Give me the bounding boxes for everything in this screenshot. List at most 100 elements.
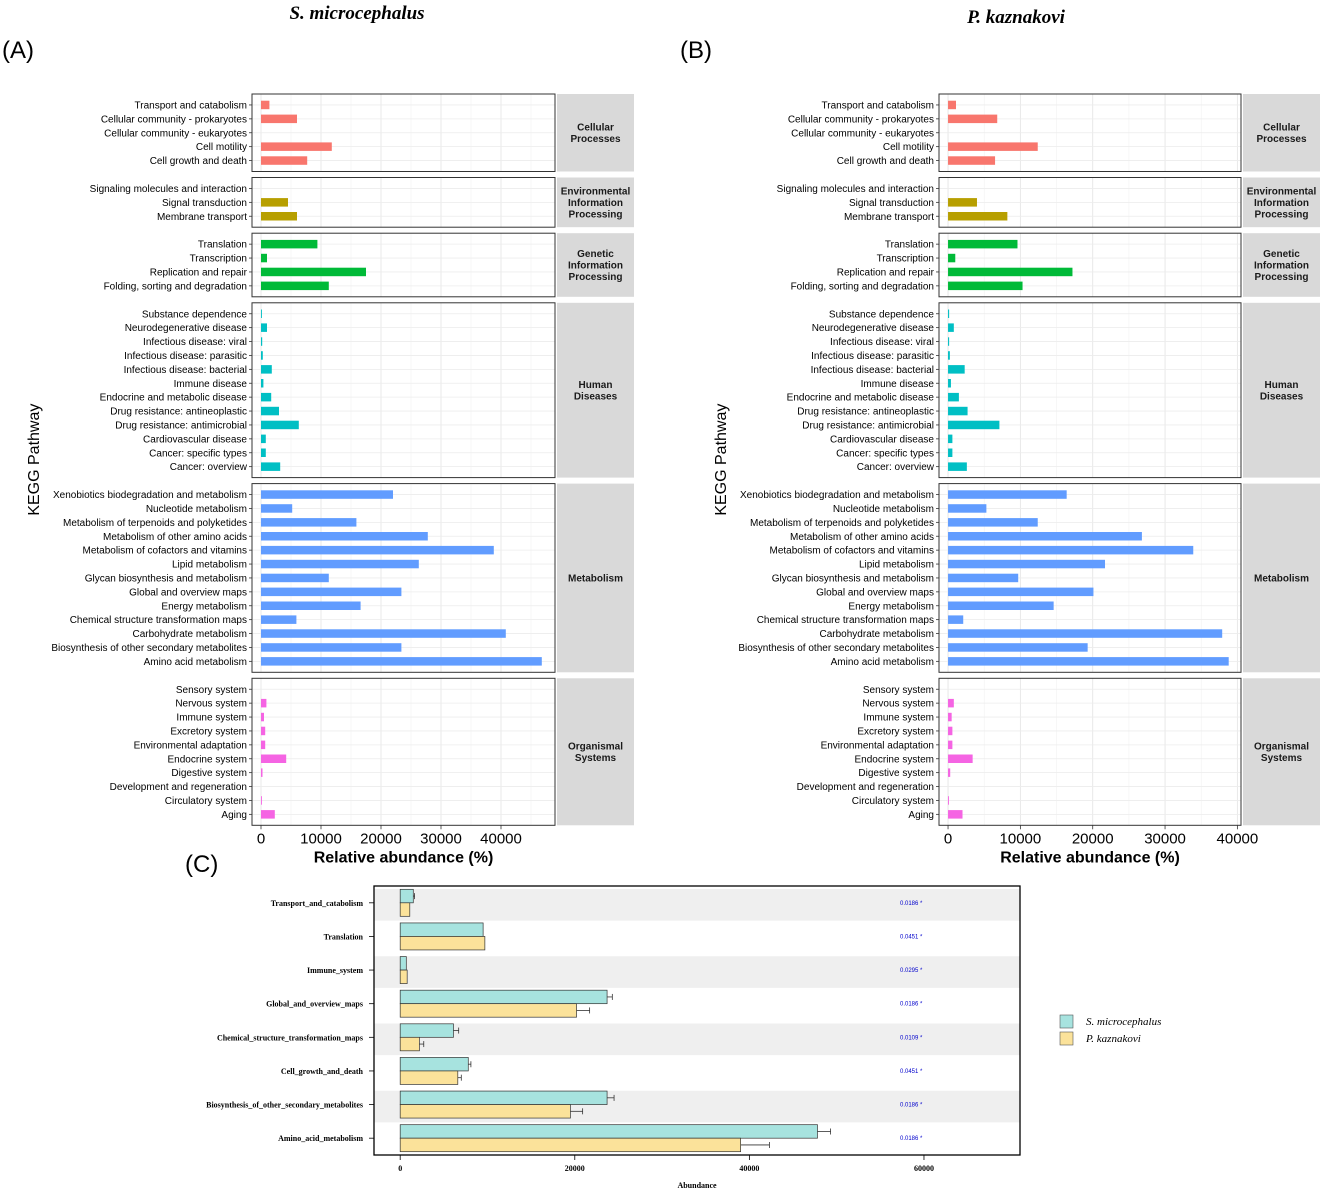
bar-environmental-adaptation (948, 740, 953, 750)
category-label: Metabolism of cofactors and vitamins (769, 546, 934, 557)
bar-infectious-disease-parasitic (261, 351, 263, 360)
category-label: Signal transduction (849, 198, 934, 209)
category-label: Amino acid metabolism (831, 657, 934, 668)
category-label: Development and regeneration (797, 782, 934, 793)
facet-metabolism: Xenobiotics biodegradation and metabolis… (738, 483, 1320, 673)
category-label: Cellular community - prokaryotes (101, 114, 247, 125)
x-tick-label: 40000 (739, 1164, 759, 1173)
category-label: Development and regeneration (110, 782, 247, 793)
panel-b-title: P. kaznakovi (966, 7, 1066, 28)
bar-infectious-disease-bacterial (261, 365, 272, 374)
bar-immune-system (948, 712, 952, 722)
facet-strip-label: Diseases (1260, 391, 1304, 402)
x-tick-label: 40000 (480, 830, 522, 847)
p-value-label: 0.0109 * (900, 1035, 923, 1041)
category-label: Metabolism of cofactors and vitamins (82, 546, 247, 557)
bar-endocrine-and-metabolic-disease (261, 392, 272, 402)
bar-cancer-overview (261, 462, 281, 471)
facet-strip-label: Human (579, 380, 613, 391)
category-label: Nervous system (175, 699, 247, 710)
x-tick-label: 0 (944, 830, 952, 847)
category-label: Cancer: specific types (836, 448, 934, 459)
facet-strip-label: Processing (569, 272, 623, 283)
row-cell-growth-and-death: Cell_growth_and_death 0.0451 * (281, 1057, 923, 1085)
facet-strip-label: Environmental (561, 186, 631, 197)
bar-neurodegenerative-disease (948, 323, 954, 332)
facet-strip (557, 233, 634, 297)
category-label: Immune_system (307, 966, 363, 975)
category-label: Infectious disease: viral (143, 337, 247, 348)
panel-a-chart: Transport and catabolism Cellular communi… (26, 93, 634, 866)
bar-transcription (261, 253, 267, 263)
legend: S. microcephalus P. kaznakovi (1059, 1014, 1161, 1046)
facet-background (252, 678, 555, 826)
category-label: Immune system (176, 713, 247, 724)
bar-folding-sorting-and-degradation (261, 281, 329, 291)
bar-drug-resistance-antimicrobial (948, 420, 1000, 430)
facet-strip-label: Environmental (1247, 186, 1317, 197)
row-amino-acid-metabolism: Amino_acid_metabolism 0.0186 * (278, 1124, 923, 1153)
bar-membrane-transport (261, 212, 297, 221)
category-label: Lipid metabolism (172, 560, 247, 571)
panel-c-chart: Transport_and_catabolism 0.0186 * Translat… (206, 885, 1161, 1190)
bar-p-kaznakovi-amino-acid-metabolism (399, 1137, 741, 1153)
facet-background (252, 302, 555, 478)
category-label: Amino_acid_metabolism (278, 1134, 363, 1143)
category-label: Cell growth and death (837, 156, 934, 167)
category-label: Environmental adaptation (821, 740, 934, 751)
category-label: Drug resistance: antimicrobial (802, 420, 934, 431)
category-label: Transport and catabolism (135, 100, 247, 111)
category-label: Excretory system (170, 726, 247, 737)
bar-signal-transduction (261, 198, 288, 207)
category-label: Translation (198, 240, 247, 251)
facet-strip-label: Systems (1261, 753, 1303, 764)
category-label: Endocrine system (168, 754, 247, 765)
bar-transport-and-catabolism (948, 100, 956, 110)
bar-digestive-system (261, 768, 263, 777)
facet-strip (1243, 678, 1320, 826)
legend-label-p-kaznakovi: P. kaznakovi (1085, 1033, 1141, 1045)
bar-aging (948, 810, 963, 819)
bar-metabolism-of-other-amino-acids (261, 532, 428, 541)
facet-strip-label: Genetic (577, 249, 614, 260)
category-label: Cardiovascular disease (830, 434, 934, 445)
facet-metabolism: Xenobiotics biodegradation and metabolis… (51, 483, 634, 673)
x-axis-title: Relative abundance (%) (314, 849, 494, 866)
bar-biosynthesis-of-other-secondary-metabolites (948, 643, 1088, 652)
category-label: Metabolism of other amino acids (790, 532, 934, 543)
category-label: Neurodegenerative disease (812, 323, 935, 334)
x-tick-label: 0 (257, 830, 265, 847)
category-label: Cell growth and death (150, 156, 247, 167)
bar-signal-transduction (948, 198, 977, 207)
bar-energy-metabolism (948, 601, 1054, 610)
bar-biosynthesis-of-other-secondary-metabolites (261, 643, 402, 652)
facet-human-diseases: Substance dependence Neurodegenerative di… (787, 302, 1320, 479)
bar-endocrine-system (948, 754, 973, 763)
category-label: Metabolism of terpenoids and polyketides (63, 518, 247, 529)
category-label: Circulatory system (852, 796, 934, 807)
bar-s-microcephalus-global-and-overview-maps (399, 989, 608, 1005)
facet-strip (1243, 483, 1320, 673)
bar-lipid-metabolism (261, 559, 419, 569)
category-label: Transport and catabolism (822, 100, 934, 111)
bar-infectious-disease-viral (261, 337, 263, 346)
category-label: Aging (908, 810, 934, 821)
category-label: Cell motility (196, 142, 247, 153)
x-axis-title: Relative abundance (%) (1000, 849, 1180, 866)
category-label: Immune system (863, 713, 934, 724)
category-label: Neurodegenerative disease (125, 323, 248, 334)
bar-global-and-overview-maps (261, 587, 402, 597)
bar-replication-and-repair (261, 267, 366, 277)
legend-swatch-p-kaznakovi (1059, 1031, 1074, 1046)
x-tick-label: 20000 (360, 830, 402, 847)
row-immune-system: Immune_system 0.0295 * (307, 956, 1020, 988)
category-label: Signaling molecules and interaction (90, 184, 247, 195)
category-label: Signal transduction (162, 198, 247, 209)
category-label: Sensory system (863, 685, 934, 696)
bar-cell-motility (948, 142, 1038, 151)
category-label: Signaling molecules and interaction (777, 184, 934, 195)
panel-a-title: S. microcephalus (289, 3, 424, 24)
plot-border (373, 885, 1021, 1156)
category-label: Metabolism of other amino acids (103, 532, 247, 543)
bar-transcription (948, 253, 956, 263)
